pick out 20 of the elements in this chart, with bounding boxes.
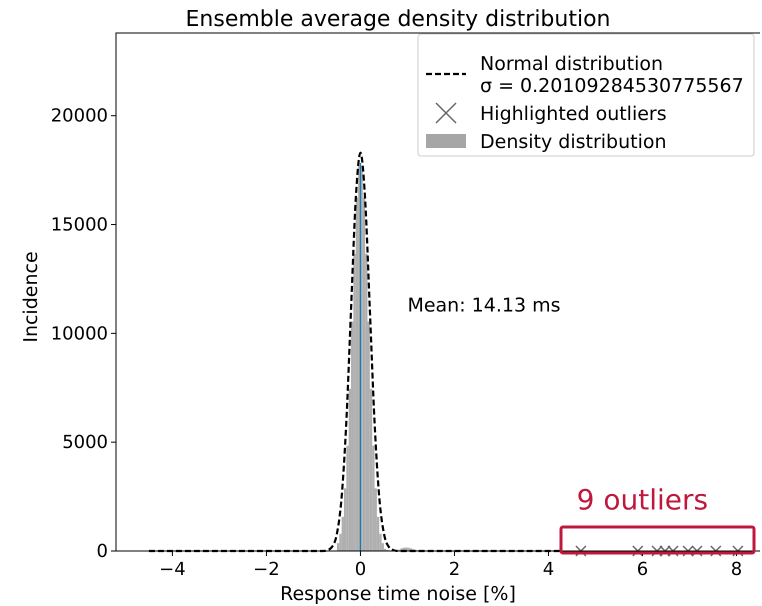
x-tick-label: −2 (253, 559, 280, 580)
y-tick-label: 10000 (50, 323, 108, 344)
chart-title: Ensemble average density distribution (186, 7, 610, 32)
x-tick-label: 4 (542, 559, 554, 580)
x-axis-title: Response time noise [%] (280, 583, 516, 605)
x-tick-label: 8 (730, 559, 742, 580)
legend-label: Highlighted outliers (480, 103, 667, 125)
y-tick-label: 5000 (62, 432, 108, 454)
legend-label: Normal distribution σ = 0.20109284530775567 (480, 53, 744, 97)
x-tick-label: 2 (448, 559, 460, 580)
y-axis-title: Incidence (20, 251, 42, 343)
x-tick-label: −4 (159, 559, 186, 580)
y-tick-label: 0 (96, 541, 108, 562)
x-tick-label: 0 (354, 559, 366, 580)
annotation: Mean: 14.13 ms (407, 294, 561, 317)
y-tick-label: 15000 (50, 214, 108, 236)
legend-label: Density distribution (480, 131, 667, 153)
x-tick-label: 6 (636, 559, 648, 580)
y-tick-label: 20000 (50, 106, 108, 127)
annotation: 9 outliers (576, 484, 708, 517)
